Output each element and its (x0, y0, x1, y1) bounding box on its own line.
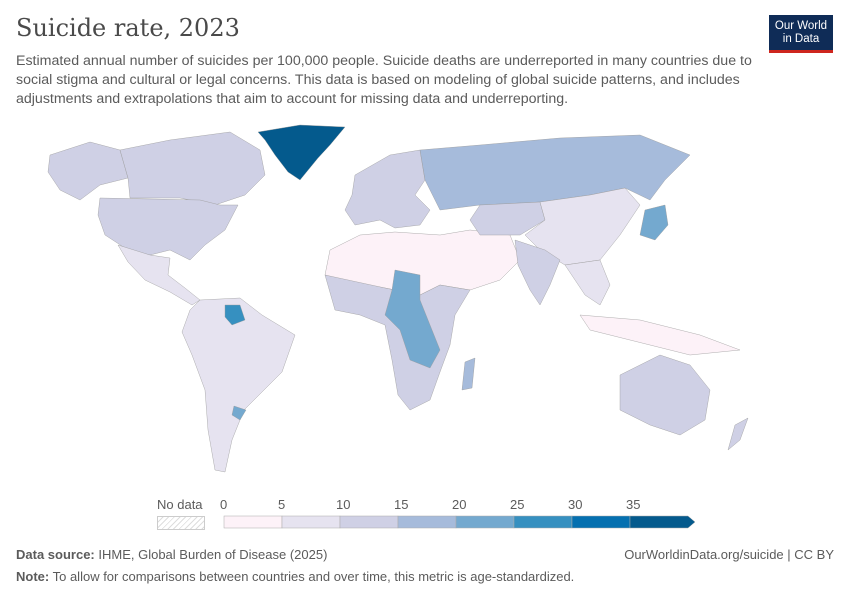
legend-bin-7 (629, 515, 696, 529)
logo-line-1: Our World (774, 19, 828, 32)
region-canada[interactable] (119, 131, 266, 206)
owid-logo[interactable]: Our World in Data (769, 15, 833, 53)
region-india[interactable] (514, 239, 561, 306)
legend-bin-6 (571, 515, 631, 529)
legend-bin-5 (513, 515, 573, 529)
legend-bin-0 (223, 515, 283, 529)
region-central-africa[interactable] (384, 269, 441, 369)
legend-tick: 15 (394, 497, 409, 512)
legend-tick: 10 (336, 497, 351, 512)
legend-tick: 5 (278, 497, 286, 512)
no-data-swatch (157, 516, 205, 530)
region-europe[interactable] (344, 149, 431, 229)
source-text[interactable]: IHME, Global Burden of Disease (2025) (98, 547, 328, 562)
region-greenland[interactable] (257, 124, 346, 181)
legend-tick: 20 (452, 497, 467, 512)
region-new-zealand[interactable] (727, 417, 749, 451)
region-alaska[interactable] (47, 141, 129, 201)
source-url[interactable]: OurWorldinData.org/suicide | CC BY (624, 547, 834, 562)
legend-tick: 0 (220, 497, 228, 512)
legend-bin-4 (455, 515, 515, 529)
region-indonesia[interactable] (579, 314, 741, 356)
source-label: Data source: (16, 547, 95, 562)
page-title: Suicide rate, 2023 (16, 14, 240, 42)
region-southeast-asia[interactable] (564, 259, 611, 306)
region-japan-korea[interactable] (639, 204, 669, 241)
region-sub-saharan-africa[interactable] (324, 274, 471, 411)
region-russia[interactable] (419, 134, 691, 211)
note-text: To allow for comparisons between countri… (52, 569, 575, 584)
note-label: Note: (16, 569, 50, 584)
legend-bin-1 (281, 515, 341, 529)
subtitle: Estimated annual number of suicides per … (16, 53, 752, 107)
color-legend (223, 515, 696, 529)
legend-tick: 30 (568, 497, 583, 512)
note: Note: To allow for comparisons between c… (16, 569, 574, 584)
region-south-america[interactable] (181, 297, 296, 473)
region-usa[interactable] (97, 197, 239, 261)
logo-line-2: in Data (782, 32, 820, 45)
world-map[interactable] (0, 110, 850, 490)
region-madagascar[interactable] (461, 357, 476, 391)
no-data-label: No data (157, 497, 203, 512)
legend-tick: 35 (626, 497, 641, 512)
legend-bin-3 (397, 515, 457, 529)
data-source: Data source: IHME, Global Burden of Dise… (16, 547, 327, 562)
legend-bin-2 (339, 515, 399, 529)
region-uruguay[interactable] (231, 405, 247, 421)
region-australia[interactable] (619, 354, 711, 436)
legend-tick: 25 (510, 497, 525, 512)
region-guyana-suriname[interactable] (224, 304, 246, 326)
